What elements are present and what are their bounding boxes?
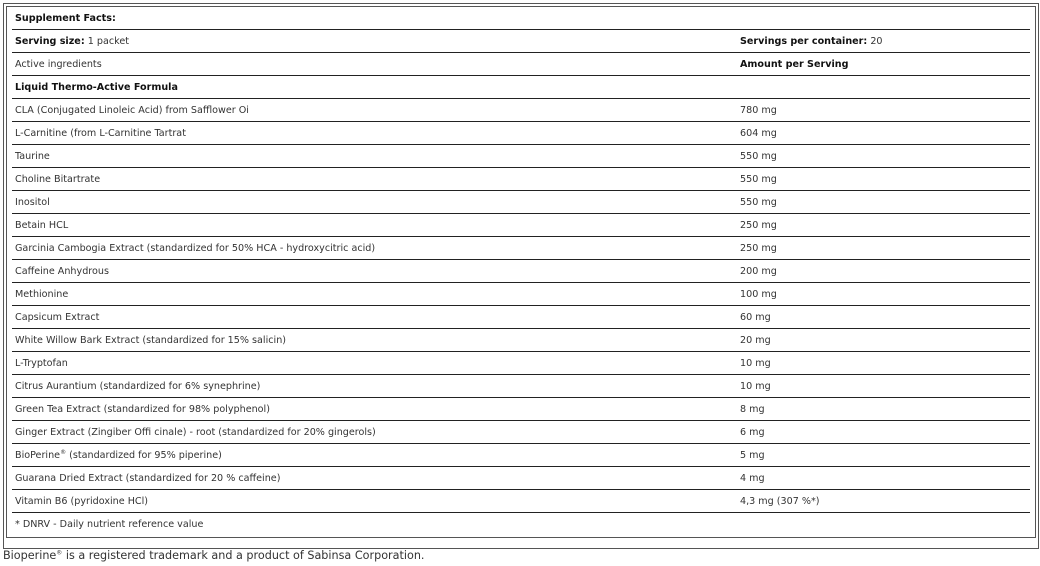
ingredient-row: Citrus Aurantium (standardized for 6% sy… (12, 374, 1030, 398)
header-row: Active ingredients Amount per Serving (12, 52, 1030, 76)
ingredient-amount: 10 mg (737, 351, 1030, 375)
title-row: Supplement Facts: (12, 7, 1030, 30)
ingredient-amount: 6 mg (737, 420, 1030, 444)
ingredient-row: White Willow Bark Extract (standardized … (12, 328, 1030, 352)
col-amount: Amount per Serving (740, 58, 849, 70)
section-row: Liquid Thermo-Active Formula (12, 75, 1030, 99)
ingredient-name: Ginger Extract (Zingiber Offi cinale) - … (12, 420, 737, 444)
servings-value: 20 (870, 35, 883, 47)
ingredient-name: Caffeine Anhydrous (12, 259, 737, 283)
ingredient-amount: 604 mg (737, 121, 1030, 145)
ingredient-name: Capsicum Extract (12, 305, 737, 329)
ingredient-row: Garcinia Cambogia Extract (standardized … (12, 236, 1030, 260)
ingredient-row: Inositol 550 mg (12, 190, 1030, 214)
ingredient-name: L-Carnitine (from L-Carnitine Tartrat (12, 121, 737, 145)
ingredient-row: Vitamin B6 (pyridoxine HCl) 4,3 mg (307 %… (12, 489, 1030, 513)
ingredient-amount: 550 mg (737, 190, 1030, 214)
ingredient-amount: 100 mg (737, 282, 1030, 306)
ingredient-name: Taurine (12, 144, 737, 168)
supplement-facts-frame: Supplement Facts: Serving size: 1 packet… (3, 3, 1039, 549)
ingredient-row: Betain HCL 250 mg (12, 213, 1030, 237)
col-ingredients: Active ingredients (12, 52, 737, 76)
table-title: Supplement Facts: (15, 12, 116, 24)
ingredient-name: BioPerine® (standardized for 95% piperin… (12, 443, 737, 467)
serving-size-value: 1 packet (87, 35, 129, 47)
note-row: * DNRV - Daily nutrient reference value (12, 513, 1030, 536)
ingredient-amount: 8 mg (737, 397, 1030, 421)
ingredient-name: Choline Bitartrate (12, 167, 737, 191)
ingredient-amount: 250 mg (737, 213, 1030, 237)
ingredient-amount: 4 mg (737, 466, 1030, 490)
ingredient-amount: 200 mg (737, 259, 1030, 283)
ingredient-amount: 550 mg (737, 144, 1030, 168)
ingredient-name: Inositol (12, 190, 737, 214)
ingredient-row: L-Tryptofan 10 mg (12, 351, 1030, 375)
ingredient-row: Green Tea Extract (standardized for 98% … (12, 397, 1030, 421)
ingredient-amount: 550 mg (737, 167, 1030, 191)
ingredient-row: BioPerine® (standardized for 95% piperin… (12, 443, 1030, 467)
section-title: Liquid Thermo-Active Formula (15, 81, 178, 93)
servings-label: Servings per container: (740, 35, 868, 47)
ingredient-row: Capsicum Extract 60 mg (12, 305, 1030, 329)
ingredient-row: Caffeine Anhydrous 200 mg (12, 259, 1030, 283)
ingredient-amount: 250 mg (737, 236, 1030, 260)
serving-row: Serving size: 1 packet Servings per cont… (12, 29, 1030, 53)
ingredient-row: CLA (Conjugated Linoleic Acid) from Saff… (12, 98, 1030, 122)
ingredient-amount: 10 mg (737, 374, 1030, 398)
ingredient-amount: 5 mg (737, 443, 1030, 467)
serving-size-label: Serving size: (15, 35, 85, 47)
ingredient-row: Guarana Dried Extract (standardized for … (12, 466, 1030, 490)
ingredient-name: Green Tea Extract (standardized for 98% … (12, 397, 737, 421)
ingredient-amount: 780 mg (737, 98, 1030, 122)
ingredient-amount: 4,3 mg (307 %*) (737, 489, 1030, 513)
trademark-footer: Bioperine® is a registered trademark and… (3, 549, 425, 562)
ingredient-name: Vitamin B6 (pyridoxine HCl) (12, 489, 737, 513)
ingredient-amount: 60 mg (737, 305, 1030, 329)
ingredient-name: White Willow Bark Extract (standardized … (12, 328, 737, 352)
ingredient-name: Betain HCL (12, 213, 737, 237)
ingredient-name: L-Tryptofan (12, 351, 737, 375)
ingredient-name: Methionine (12, 282, 737, 306)
ingredient-name: Garcinia Cambogia Extract (standardized … (12, 236, 737, 260)
ingredient-row: Ginger Extract (Zingiber Offi cinale) - … (12, 420, 1030, 444)
ingredient-name: Citrus Aurantium (standardized for 6% sy… (12, 374, 737, 398)
ingredient-amount: 20 mg (737, 328, 1030, 352)
ingredient-row: L-Carnitine (from L-Carnitine Tartrat 604… (12, 121, 1030, 145)
ingredient-row: Taurine 550 mg (12, 144, 1030, 168)
ingredient-name: CLA (Conjugated Linoleic Acid) from Saff… (12, 98, 737, 122)
ingredient-name: Guarana Dried Extract (standardized for … (12, 466, 737, 490)
ingredient-row: Choline Bitartrate 550 mg (12, 167, 1030, 191)
dnrv-note: * DNRV - Daily nutrient reference value (15, 518, 204, 530)
ingredient-row: Methionine 100 mg (12, 282, 1030, 306)
supplement-facts-table: Supplement Facts: Serving size: 1 packet… (12, 7, 1030, 535)
